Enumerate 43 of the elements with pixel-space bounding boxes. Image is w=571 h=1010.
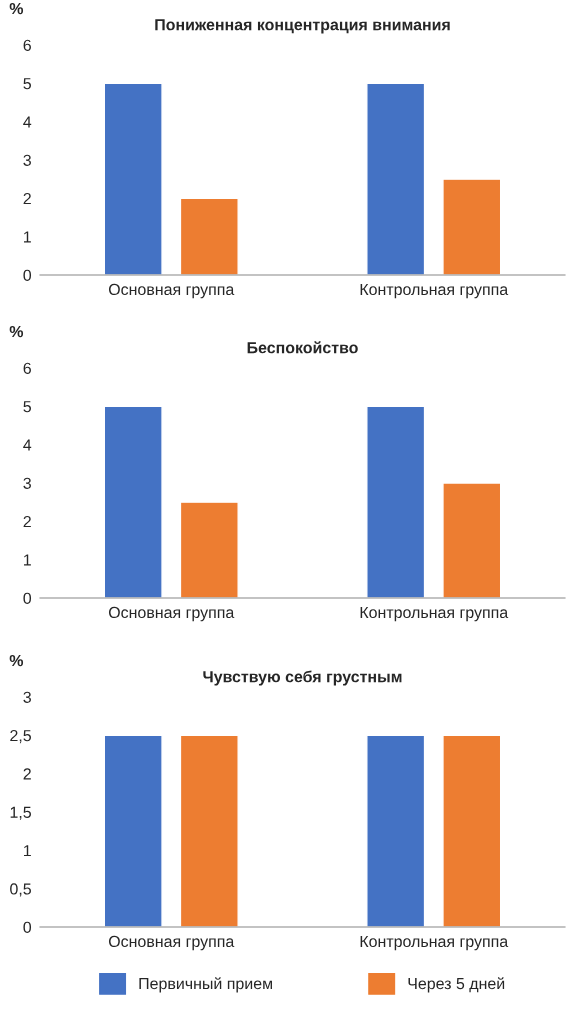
y-tick-label: 2 — [23, 192, 31, 205]
y-axis-title: % — [9, 325, 24, 338]
y-tick-label: 2 — [23, 768, 31, 780]
x-tick-label: Основная группа — [108, 606, 235, 622]
bar — [179, 197, 239, 275]
y-tick-label: 2,5 — [10, 729, 31, 744]
bar — [442, 482, 502, 598]
y-tick-label: 1 — [24, 231, 31, 243]
y-tick-label: 2 — [23, 515, 31, 528]
y-tick-label: 5 — [23, 78, 31, 90]
x-tick-label: Основная группа — [108, 935, 235, 951]
bar — [366, 82, 426, 275]
legend-label: Через 5 дней — [408, 977, 505, 993]
chart-title: Пониженная концентрация внимания — [155, 19, 450, 34]
chart-title: Чувствую себя грустным — [203, 670, 402, 686]
y-tick-label: 0 — [23, 921, 32, 933]
y-tick-label: 6 — [23, 39, 31, 51]
y-axis-title: % — [9, 2, 24, 15]
y-tick-label: 4 — [23, 116, 32, 128]
y-tick-label: 5 — [23, 401, 31, 413]
y-tick-label: 1 — [24, 845, 31, 857]
y-tick-label: 1,5 — [10, 806, 31, 820]
x-tick-label: Контрольная группа — [360, 606, 509, 622]
y-tick-label: 0 — [23, 269, 32, 281]
y-axis-title: % — [9, 654, 24, 667]
x-tick-label: Контрольная группа — [360, 935, 509, 951]
bar — [179, 501, 239, 598]
y-tick-label: 4 — [23, 439, 32, 451]
x-tick-label: Основная группа — [108, 283, 235, 299]
y-tick-label: 1 — [24, 554, 31, 566]
bar — [442, 178, 502, 275]
y-tick-label: 0 — [23, 592, 32, 604]
y-tick-label: 3 — [23, 477, 31, 489]
x-tick-label: Контрольная группа — [360, 283, 509, 299]
chart-title: Беспокойство — [247, 341, 358, 354]
bar — [103, 82, 163, 275]
y-tick-label: 6 — [23, 362, 31, 374]
y-tick-label: 0,5 — [10, 883, 31, 897]
bar — [103, 405, 163, 598]
y-tick-label: 3 — [23, 154, 31, 166]
y-tick-label: 3 — [23, 691, 31, 703]
legend-label: Первичный прием — [139, 977, 272, 993]
bar — [366, 405, 426, 598]
